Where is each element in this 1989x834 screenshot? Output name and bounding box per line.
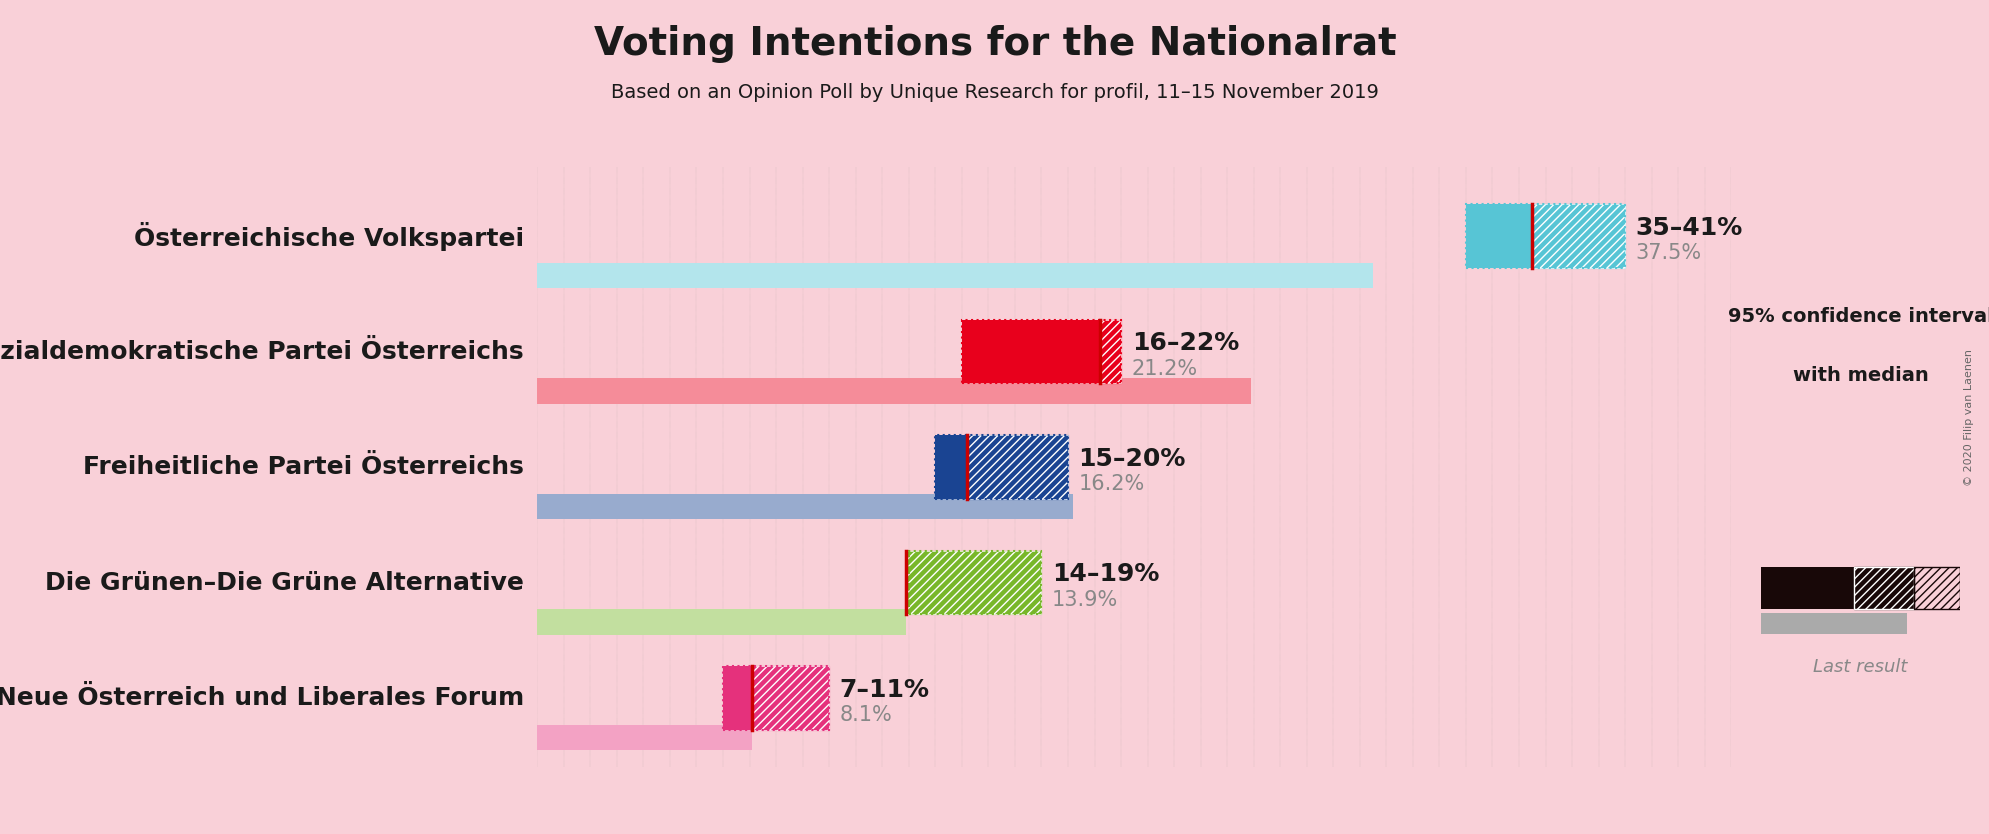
- Text: 14–19%: 14–19%: [1052, 562, 1160, 586]
- Bar: [961, 319, 1120, 384]
- Bar: [1854, 567, 1913, 609]
- Text: 21.2%: 21.2%: [1132, 359, 1197, 379]
- Bar: [537, 494, 1072, 519]
- Text: 13.9%: 13.9%: [1052, 590, 1118, 610]
- Bar: [935, 435, 967, 499]
- Text: 15–20%: 15–20%: [1078, 447, 1185, 471]
- Bar: [1466, 204, 1532, 268]
- Text: © 2020 Filip van Laenen: © 2020 Filip van Laenen: [1963, 349, 1973, 485]
- Bar: [961, 319, 1100, 384]
- Bar: [752, 666, 829, 730]
- Bar: [752, 666, 829, 730]
- Text: NEOS–Das Neue Österreich und Liberales Forum: NEOS–Das Neue Österreich und Liberales F…: [0, 686, 523, 710]
- Bar: [1854, 567, 1913, 609]
- Text: Last result: Last result: [1812, 658, 1907, 676]
- Text: Freiheitliche Partei Österreichs: Freiheitliche Partei Österreichs: [84, 455, 523, 479]
- Bar: [1760, 567, 1854, 609]
- Text: 16.2%: 16.2%: [1078, 475, 1144, 495]
- Text: Based on an Opinion Poll by Unique Research for profil, 11–15 November 2019: Based on an Opinion Poll by Unique Resea…: [611, 83, 1378, 103]
- Bar: [1760, 613, 1905, 634]
- Text: 8.1%: 8.1%: [839, 706, 893, 726]
- Bar: [905, 550, 1040, 615]
- Text: Österreichische Volkspartei: Österreichische Volkspartei: [133, 222, 523, 250]
- Bar: [537, 379, 1251, 404]
- Bar: [905, 550, 1040, 615]
- Bar: [1100, 319, 1120, 384]
- Bar: [1913, 567, 1959, 609]
- Text: 95% confidence interval: 95% confidence interval: [1726, 308, 1989, 326]
- Bar: [1466, 204, 1625, 268]
- Bar: [909, 550, 1040, 615]
- Bar: [537, 725, 752, 750]
- Text: Voting Intentions for the Nationalrat: Voting Intentions for the Nationalrat: [593, 25, 1396, 63]
- Text: 16–22%: 16–22%: [1132, 331, 1239, 355]
- Bar: [537, 609, 905, 635]
- Text: Die Grünen–Die Grüne Alternative: Die Grünen–Die Grüne Alternative: [46, 570, 523, 595]
- Text: 35–41%: 35–41%: [1635, 216, 1742, 240]
- Bar: [722, 666, 752, 730]
- Bar: [1532, 204, 1625, 268]
- Bar: [935, 435, 1068, 499]
- Bar: [722, 666, 829, 730]
- Text: Sozialdemokratische Partei Österreichs: Sozialdemokratische Partei Österreichs: [0, 339, 523, 364]
- Bar: [967, 435, 1068, 499]
- Bar: [967, 435, 1068, 499]
- Text: with median: with median: [1792, 366, 1927, 384]
- Text: 7–11%: 7–11%: [839, 678, 929, 702]
- Text: 37.5%: 37.5%: [1635, 244, 1701, 264]
- Bar: [1100, 319, 1120, 384]
- Bar: [537, 263, 1372, 289]
- Bar: [1532, 204, 1625, 268]
